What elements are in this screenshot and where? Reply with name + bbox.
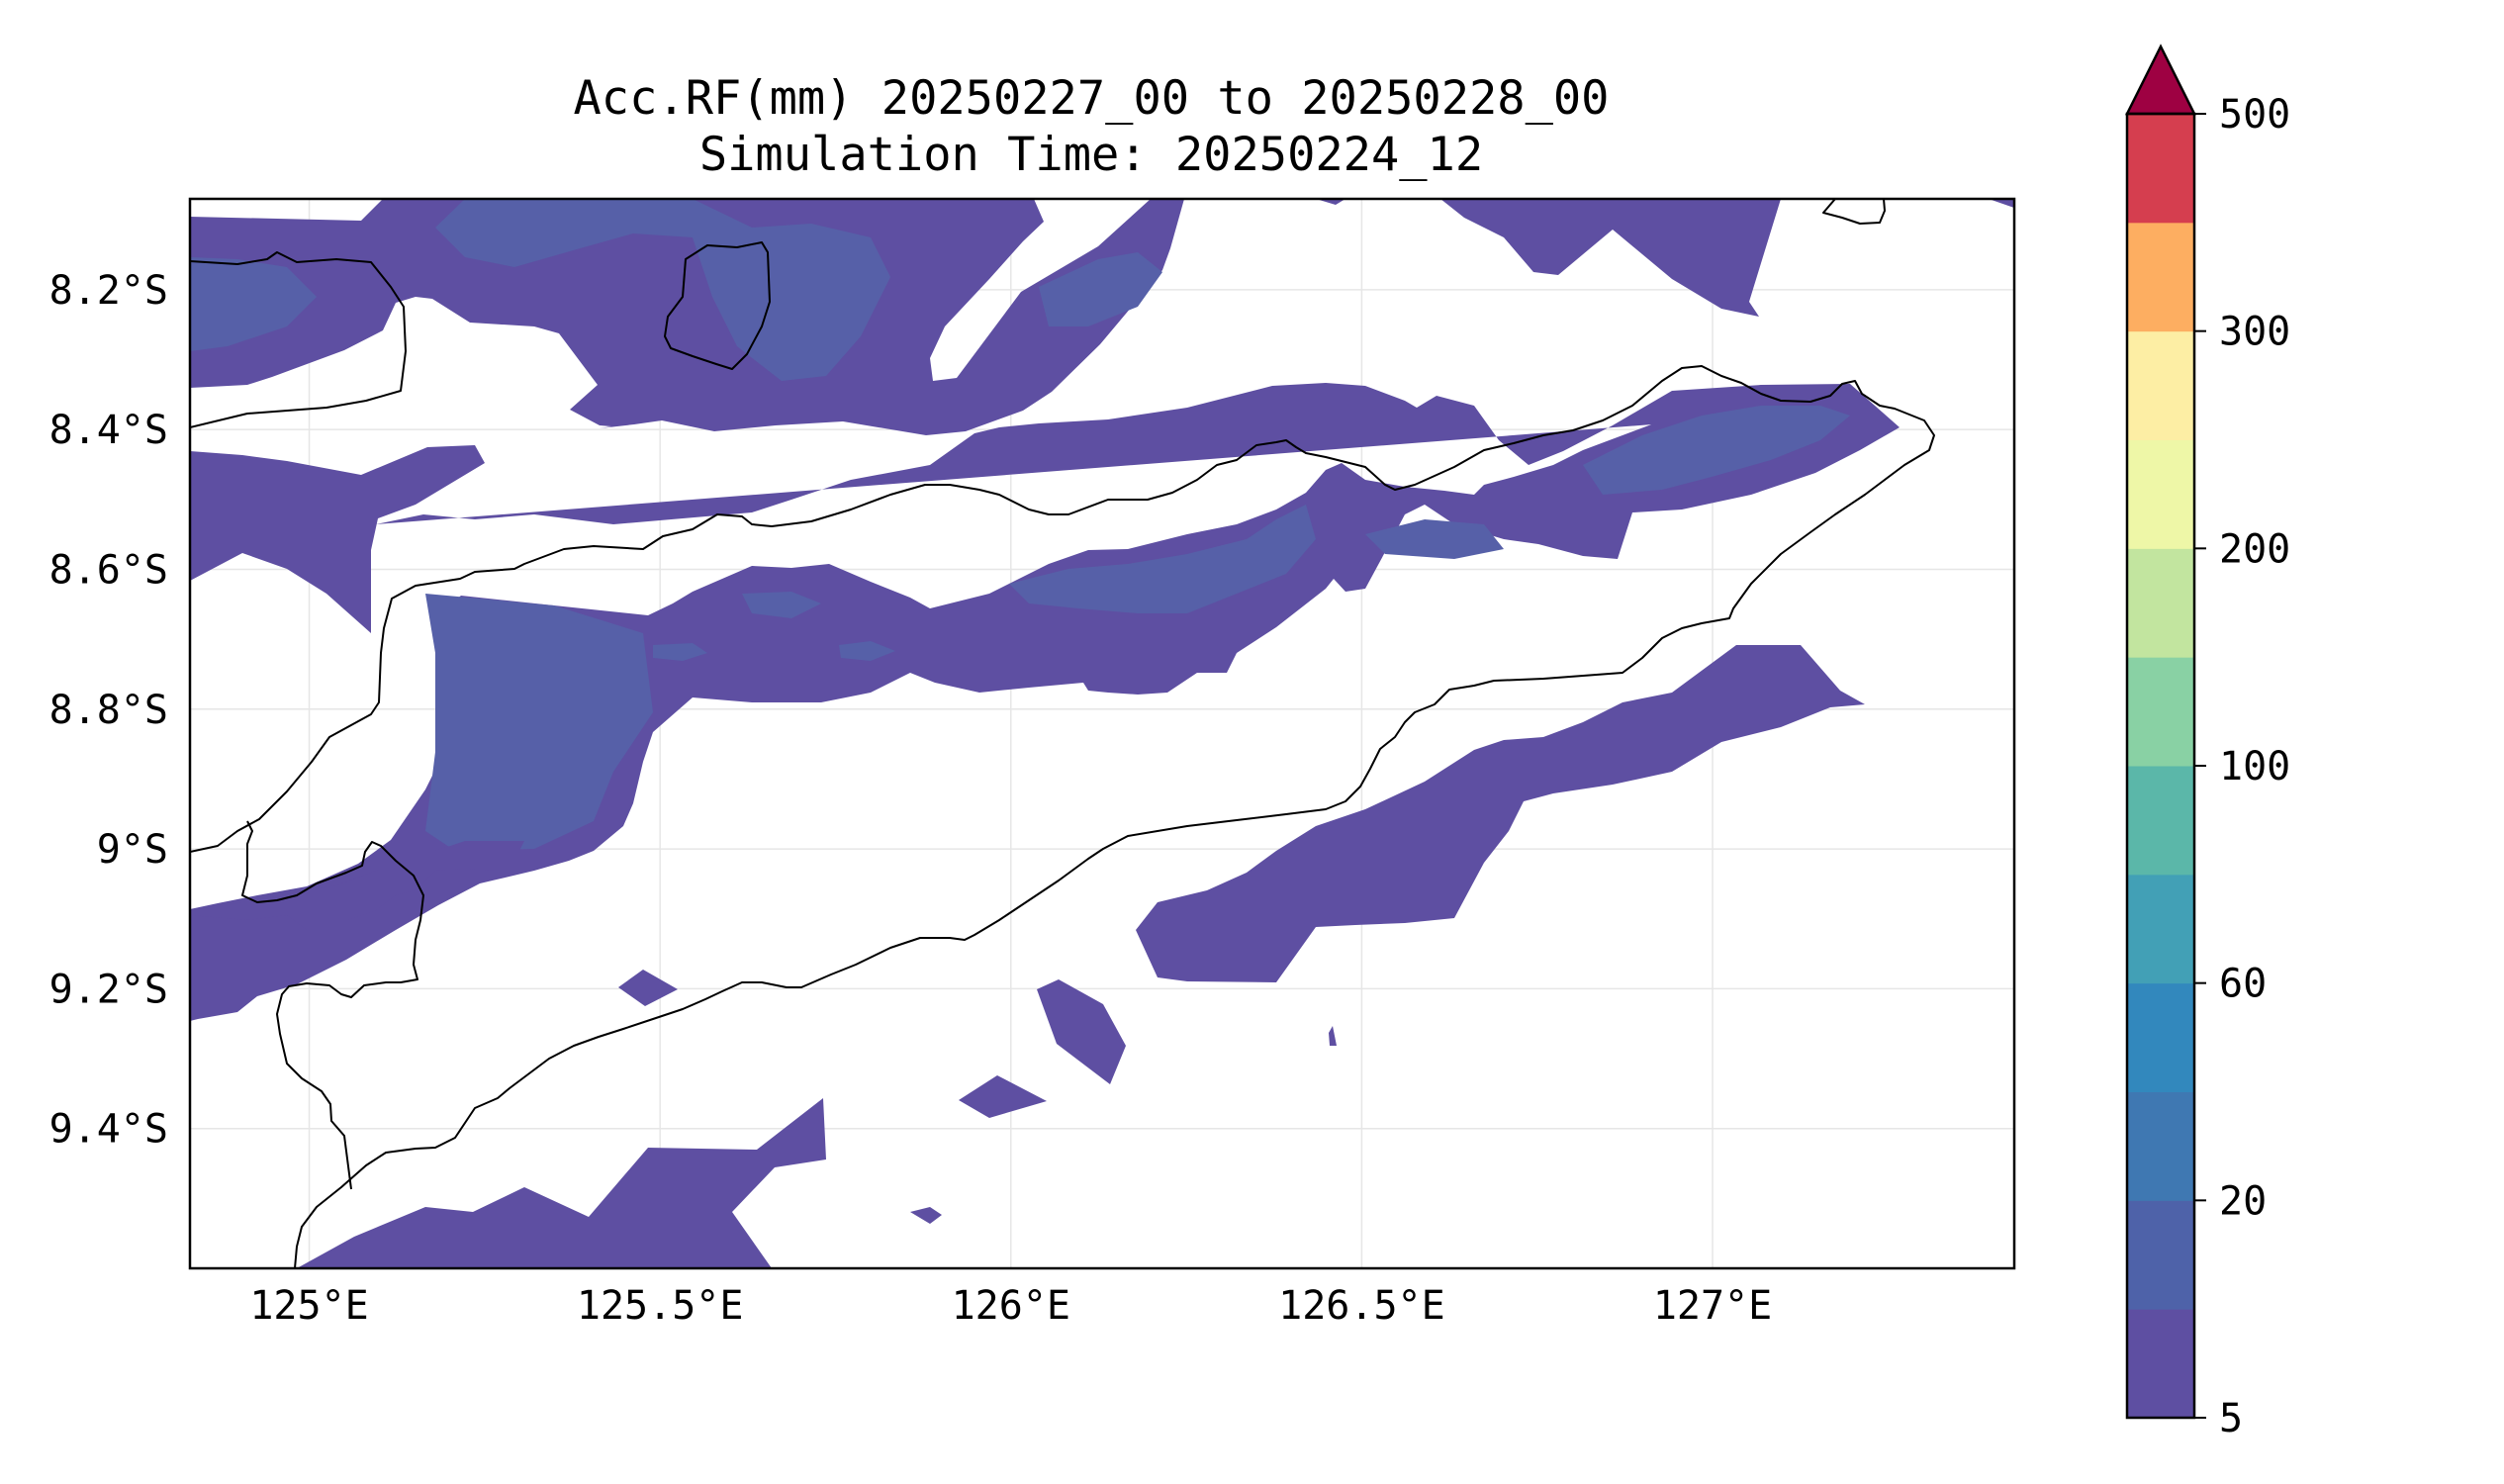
colorbar-segment — [2127, 1309, 2194, 1419]
colorbar-tick-label: 500 — [2219, 92, 2290, 138]
rain-area-nw-core — [435, 199, 890, 381]
lat-tick-label: 8.8°S — [49, 688, 168, 733]
colorbar-tick-label: 200 — [2219, 526, 2290, 572]
coastline-timor-north — [190, 251, 407, 428]
rain-area-patch-4 — [1329, 1026, 1337, 1046]
colorbar-segment — [2127, 982, 2194, 1092]
colorbar-tick-label: 20 — [2219, 1178, 2267, 1224]
lon-tick-label: 127°E — [1653, 1283, 1772, 1329]
colorbar-segment — [2127, 874, 2194, 984]
map-frame — [188, 197, 2016, 1270]
lat-tick-label: 8.6°S — [49, 547, 168, 593]
title-line-2: Simulation Time: 20250224_12 — [699, 128, 1483, 182]
rain-area-patch-3 — [959, 1075, 1047, 1118]
rain-area-se-band — [1136, 645, 1865, 982]
coastline-timor-main — [190, 365, 1935, 1268]
colorbar-tick-label: 100 — [2219, 744, 2290, 789]
rain-area-central-core — [425, 594, 653, 851]
rain-area-nne-core — [1039, 252, 1162, 326]
rain-area-central-core-3 — [1365, 519, 1504, 559]
colorbar-segment — [2127, 439, 2194, 549]
lat-tick-label: 9.4°S — [49, 1107, 168, 1153]
colorbar-segment — [2127, 1200, 2194, 1310]
rain-area-ne — [1316, 199, 2014, 317]
coastline-atauro — [664, 241, 771, 370]
rain-area-patch-1 — [618, 970, 678, 1006]
lat-tick-label: 8.4°S — [49, 408, 168, 453]
rain-area-sw-edge — [190, 841, 524, 930]
title-line-1: Acc.RF(mm) 20250227_00 to 20250228_00 — [574, 71, 1610, 126]
lat-tick-label: 9.2°S — [49, 967, 168, 1012]
colorbar-tick-label: 60 — [2219, 962, 2267, 1007]
rain-area-small-core-3 — [653, 643, 707, 661]
colorbar: 5 20 60 100 200 300 500 — [2124, 44, 2290, 1441]
colorbar-segment — [2127, 1091, 2194, 1201]
rain-area-mid-band — [190, 445, 485, 633]
rain-area-nw — [190, 199, 1184, 435]
colorbar-segment — [2127, 330, 2194, 440]
rain-area-east-core — [1583, 406, 1850, 495]
colorbar-segment — [2127, 548, 2194, 658]
rain-area-nw-core-2 — [190, 257, 317, 351]
colorbar-segment — [2127, 766, 2194, 876]
colorbar-segment — [2127, 114, 2194, 224]
latitude-axis-labels: 8.2°S 8.4°S 8.6°S 8.8°S 9°S 9.2°S 9.4°S — [49, 268, 168, 1153]
longitude-axis-labels: 125°E 125.5°E 126°E 126.5°E 127°E — [249, 1283, 1772, 1329]
lon-tick-label: 126.5°E — [1278, 1283, 1445, 1329]
coastline-ne-fragment — [1822, 199, 1886, 225]
colorbar-extend-arrow — [2124, 44, 2197, 116]
coastline-southwest — [241, 820, 424, 1190]
colorbar-tick-label: 5 — [2219, 1396, 2243, 1441]
rain-area-patch-5 — [910, 1207, 942, 1224]
rain-area-central-core-2 — [1009, 505, 1316, 613]
rainfall-contours — [190, 199, 2014, 1268]
coastlines — [190, 199, 1935, 1268]
lat-tick-label: 8.2°S — [49, 268, 168, 314]
colorbar-segment — [2127, 657, 2194, 767]
rain-area-south — [297, 1098, 826, 1268]
lat-tick-label: 9°S — [97, 827, 168, 873]
colorbar-tick-label: 300 — [2219, 310, 2290, 355]
rain-area-patch-2 — [1037, 979, 1126, 1084]
lon-tick-label: 125.5°E — [577, 1283, 744, 1329]
rain-area-small-core — [742, 592, 821, 618]
rain-area-small-core-2 — [839, 641, 895, 661]
map-axes — [188, 197, 2016, 1270]
lon-tick-label: 125°E — [249, 1283, 368, 1329]
lon-tick-label: 126°E — [952, 1283, 1070, 1329]
colorbar-segment — [2127, 222, 2194, 332]
